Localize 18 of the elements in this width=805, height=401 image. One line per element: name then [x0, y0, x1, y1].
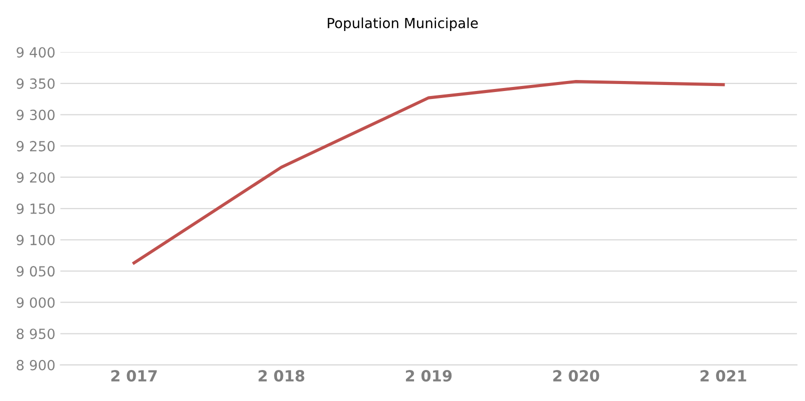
y-tick-label: 9 250 [16, 140, 55, 152]
chart-title: Population Municipale [328, 18, 478, 31]
y-tick-label: 9 150 [16, 203, 55, 214]
y-tick-label: 9 300 [16, 110, 55, 120]
x-tick-label: 2 020 [553, 370, 600, 382]
y-tick-label: 8 900 [16, 360, 55, 370]
y-tick-label: 8 950 [16, 328, 55, 340]
x-tick-label: 2 017 [111, 370, 157, 382]
y-tick-label: 9 350 [16, 78, 55, 89]
line-series [132, 80, 725, 264]
y-tick-label: 9 400 [16, 47, 55, 58]
x-tick-label: 2 021 [700, 370, 746, 382]
y-tick-label: 9 100 [16, 234, 55, 246]
y-tick-label: 9 000 [16, 297, 55, 308]
y-tick-label: 9 200 [16, 172, 55, 183]
x-tick-label: 2 019 [406, 370, 452, 382]
x-tick-label: 2 018 [258, 370, 304, 382]
y-tick-label: 9 050 [16, 266, 55, 277]
